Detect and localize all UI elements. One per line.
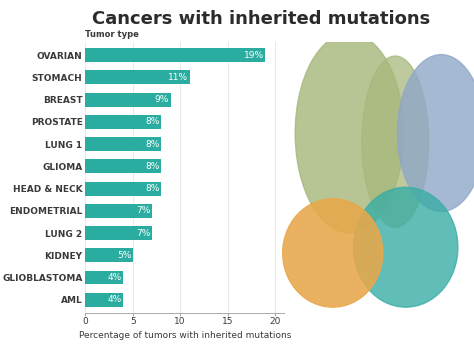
Text: 7%: 7% [136, 229, 150, 238]
Text: Cancers with inherited mutations: Cancers with inherited mutations [91, 10, 430, 29]
Text: 8%: 8% [146, 117, 160, 126]
Bar [85, 248, 133, 262]
X-axis label: Percentage of tumors with inherited mutations: Percentage of tumors with inherited muta… [79, 331, 291, 340]
Text: 4%: 4% [108, 273, 122, 282]
Bar [85, 271, 123, 285]
Text: 8%: 8% [146, 140, 160, 149]
Text: 4%: 4% [108, 295, 122, 304]
Text: 7%: 7% [136, 206, 150, 215]
Ellipse shape [397, 55, 474, 212]
Ellipse shape [362, 56, 428, 227]
Ellipse shape [295, 33, 404, 233]
Text: 19%: 19% [244, 50, 264, 60]
Text: Tumor type: Tumor type [85, 30, 139, 39]
Bar [85, 115, 161, 129]
Text: 8%: 8% [146, 184, 160, 193]
Bar [85, 48, 265, 62]
Bar [85, 204, 152, 218]
Text: 9%: 9% [155, 95, 169, 104]
Bar [85, 93, 171, 106]
Ellipse shape [283, 199, 383, 307]
Bar [85, 182, 161, 196]
Ellipse shape [354, 187, 458, 307]
Bar [85, 293, 123, 307]
Text: 5%: 5% [117, 251, 131, 260]
Bar [85, 137, 161, 151]
Text: 8%: 8% [146, 162, 160, 171]
Bar [85, 226, 152, 240]
Bar [85, 70, 190, 84]
Bar [85, 159, 161, 173]
Text: 11%: 11% [168, 73, 188, 82]
